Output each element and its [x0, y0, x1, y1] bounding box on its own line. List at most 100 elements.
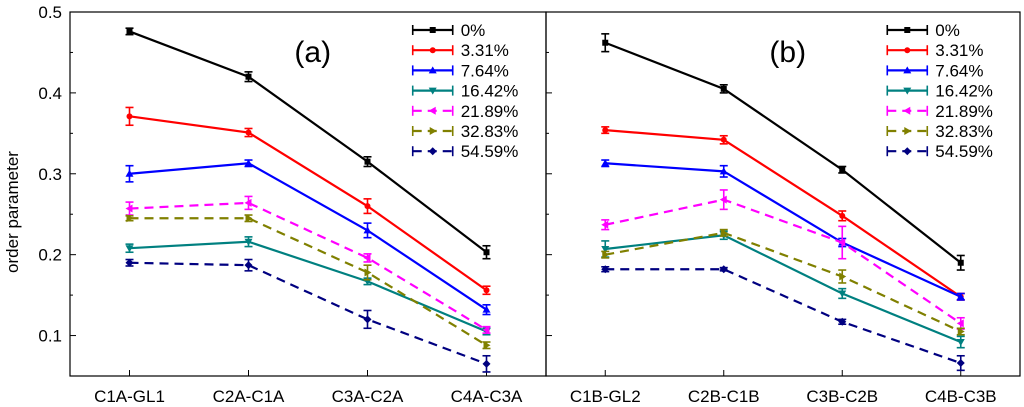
data-point — [483, 249, 490, 256]
data-point — [838, 290, 847, 298]
panel-b: C1B-GL2 C2B-C1B C3B-C2B C4B-C3B (b) 0%3.31%7.… — [545, 11, 1021, 406]
legend: 0%3.31%7.64% 16.42%21.89%32.83%54.59% — [886, 21, 993, 161]
data-point — [244, 261, 253, 270]
data-point — [125, 258, 134, 267]
series-line — [129, 261, 487, 365]
data-point — [244, 159, 253, 167]
data-point — [126, 214, 134, 223]
data-point — [839, 212, 846, 219]
data-point — [838, 238, 846, 247]
x-tick-label: C4B-C3B — [925, 387, 997, 406]
series-line — [605, 268, 962, 365]
series-line — [129, 201, 488, 331]
data-point — [126, 113, 133, 120]
legend-label: 7.64% — [935, 61, 983, 80]
data-point — [838, 317, 847, 326]
series-line — [129, 162, 488, 311]
data-point — [956, 339, 965, 347]
data-point — [244, 238, 253, 246]
data-point — [245, 73, 252, 80]
data-point — [364, 268, 372, 277]
legend-label: 32.83% — [935, 122, 993, 141]
data-point — [601, 220, 609, 229]
x-tick-label: C3B-C2B — [806, 387, 878, 406]
legend-marker — [428, 87, 437, 95]
legend: 0%3.31%7.64% 16.42%21.89%32.83%54.59% — [411, 21, 519, 161]
data-point — [957, 259, 964, 266]
data-point — [244, 198, 252, 207]
data-point — [482, 305, 491, 313]
y-axis-label: order parameter — [3, 151, 22, 273]
series-0pct — [125, 27, 491, 260]
data-point — [245, 214, 253, 223]
legend-label: 16.42% — [935, 82, 993, 101]
series-32-83pct — [125, 214, 491, 350]
series-line — [129, 240, 487, 333]
series-line — [605, 234, 962, 344]
data-point — [839, 272, 847, 281]
data-point — [364, 203, 371, 210]
legend-marker — [903, 106, 911, 115]
x-tick-label: C1B-GL2 — [570, 387, 641, 406]
data-point — [602, 127, 609, 134]
legend-label: 3.31% — [935, 41, 983, 60]
data-point — [602, 250, 610, 259]
series-21-89pct — [125, 195, 491, 334]
legend-marker — [429, 127, 437, 135]
data-point — [601, 246, 610, 254]
legend-label: 16.42% — [461, 82, 519, 101]
data-point — [363, 226, 372, 234]
series-54-59pct — [125, 258, 491, 373]
data-point — [956, 292, 965, 300]
data-point — [720, 85, 727, 92]
legend-label: 0% — [461, 21, 486, 40]
y-tick-label: 0.1 — [38, 327, 62, 346]
legend-label: 3.31% — [461, 41, 509, 60]
plot-frame — [545, 11, 1021, 377]
legend-marker — [429, 47, 436, 54]
x-tick-label: C4A-C3A — [451, 387, 523, 406]
x-tick-label: C2B-C1B — [688, 387, 760, 406]
x-tick-label: C3A-C2A — [332, 387, 404, 406]
legend-label: 7.64% — [461, 61, 509, 80]
series-54-59pct — [601, 265, 965, 372]
series-line — [605, 198, 962, 325]
y-tick-label: 0.2 — [38, 246, 62, 265]
series-line — [129, 115, 488, 292]
legend-marker — [428, 147, 437, 156]
data-point — [125, 204, 133, 213]
data-point — [125, 245, 134, 253]
y-tick-label: 0.3 — [38, 165, 62, 184]
legend-label: 54.59% — [461, 142, 519, 161]
data-point — [720, 228, 728, 237]
legend-marker — [904, 27, 911, 33]
legend-label: 21.89% — [935, 102, 993, 121]
data-point — [601, 159, 610, 167]
data-point — [363, 253, 371, 262]
data-point — [245, 129, 252, 136]
data-point — [364, 158, 371, 165]
legend-marker — [428, 66, 437, 74]
series-line — [129, 30, 488, 254]
data-point — [719, 167, 728, 175]
data-point — [602, 39, 609, 46]
series-line — [605, 231, 962, 333]
legend-marker — [429, 27, 436, 33]
panel-title: (a) — [294, 36, 331, 69]
legend-marker — [903, 87, 912, 95]
series-0pct — [601, 33, 965, 271]
data-point — [956, 359, 965, 368]
legend-label: 0% — [935, 21, 960, 40]
legend-marker — [903, 147, 912, 156]
data-point — [483, 341, 491, 350]
legend-label: 21.89% — [461, 102, 519, 121]
series-32-83pct — [601, 228, 965, 336]
data-point — [956, 319, 964, 328]
y-tick-label: 0.4 — [38, 84, 62, 103]
legend-label: 32.83% — [461, 122, 519, 141]
data-point — [601, 265, 610, 274]
data-point — [126, 28, 133, 35]
x-tick-label: C2A-C1A — [213, 387, 285, 406]
